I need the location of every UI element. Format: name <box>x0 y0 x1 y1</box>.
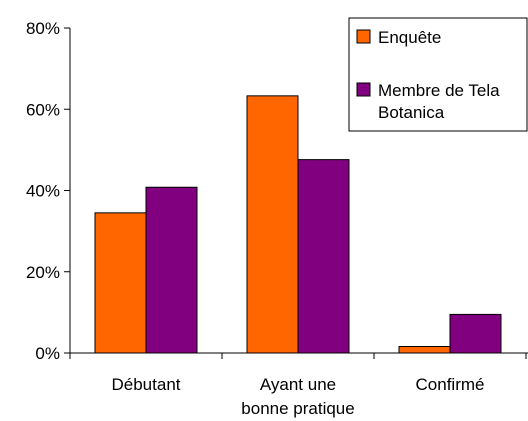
plot-area: 0% 20% 40% 60% 80% Débutant Ayant une bonne pra… <box>26 19 528 418</box>
bar-2-2 <box>297 159 350 354</box>
bar-1-2 <box>246 95 299 354</box>
x-tick-label: Débutant <box>112 375 181 394</box>
y-tick-label: 80% <box>26 19 60 38</box>
bar-2-1 <box>145 186 198 354</box>
bar-1-1 <box>94 212 147 354</box>
x-tick-label: Confirmé <box>416 375 485 394</box>
legend: Enquête Membre de Tela Botanica <box>348 17 528 132</box>
legend-label-1: Enquête <box>378 28 441 47</box>
legend-swatch-1 <box>356 29 371 44</box>
legend-label-2: Membre de Tela Botanica <box>378 81 500 122</box>
y-tick-label: 40% <box>26 182 60 201</box>
y-tick-label: 20% <box>26 263 60 282</box>
y-tick-label: 60% <box>26 100 60 119</box>
bar-2-3 <box>449 313 502 354</box>
bar-1-3 <box>398 346 451 354</box>
legend-swatch-2 <box>356 82 371 97</box>
legend-box <box>348 17 528 132</box>
y-tick-label: 0% <box>35 344 60 363</box>
x-tick-label: Ayant une bonne pratique <box>241 375 354 418</box>
